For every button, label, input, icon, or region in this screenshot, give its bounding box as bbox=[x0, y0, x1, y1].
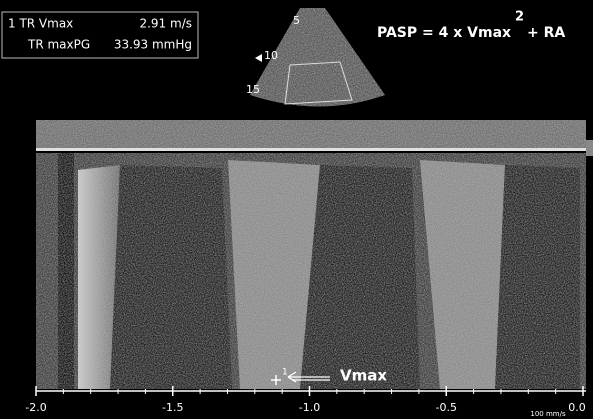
formula-exponent: 2 bbox=[515, 10, 524, 25]
cursor-index: 1 bbox=[282, 368, 288, 378]
measurement-label: 1 TR Vmax bbox=[8, 17, 73, 31]
formula-suffix: + RA bbox=[527, 25, 565, 41]
scale-marker bbox=[586, 140, 593, 156]
axis-label: 0.0 bbox=[568, 401, 586, 414]
cursor-cross bbox=[271, 375, 281, 385]
cursor-label: Vmax bbox=[340, 367, 387, 385]
sample-box bbox=[284, 61, 353, 105]
axis: -2.0 -1.5 -1.0 -0.5 0.0 bbox=[25, 386, 586, 414]
measurement-value: 2.91 m/s bbox=[139, 17, 192, 31]
measurement-box bbox=[1, 11, 199, 59]
baseline bbox=[36, 148, 586, 151]
depth-label: 15 bbox=[246, 83, 260, 96]
formula: PASP = 4 x Vmax bbox=[377, 25, 511, 41]
measurement-label: TR maxPG bbox=[27, 38, 90, 52]
depth-label: 5 bbox=[293, 14, 300, 27]
axis-label: -2.0 bbox=[25, 401, 46, 414]
depth-marker bbox=[255, 54, 262, 62]
depth-label: 10 bbox=[264, 49, 278, 62]
sweep-speed: 100 mm/s bbox=[530, 410, 566, 418]
tissue-strip-texture bbox=[36, 120, 586, 148]
axis-label: -0.5 bbox=[436, 401, 457, 414]
axis-label: -1.0 bbox=[299, 401, 320, 414]
sector-texture bbox=[250, 8, 385, 107]
cursor-arrow bbox=[287, 371, 330, 383]
measurement-value: 33.93 mmHg bbox=[114, 38, 192, 52]
spectrum-texture bbox=[36, 153, 586, 389]
axis-label: -1.5 bbox=[162, 401, 183, 414]
